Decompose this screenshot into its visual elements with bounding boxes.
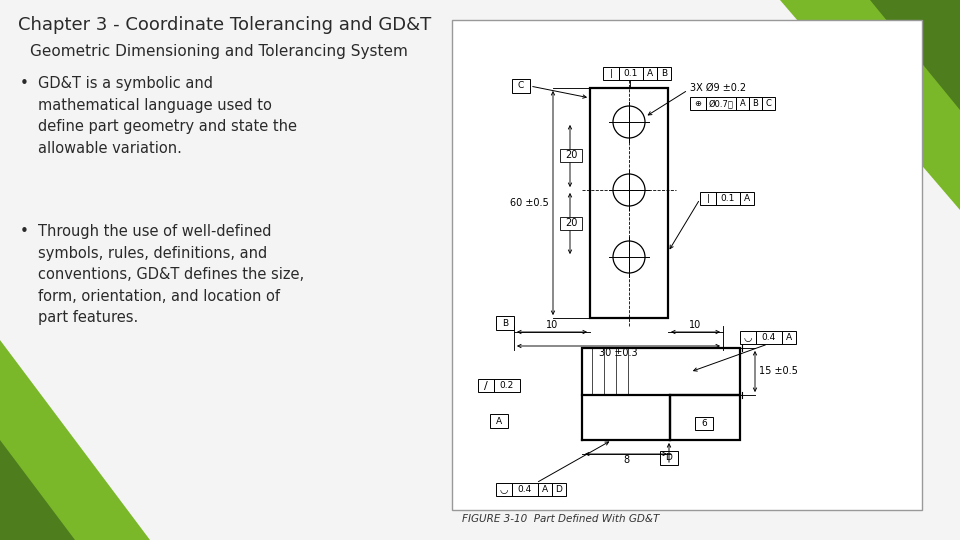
Bar — [660, 451, 678, 465]
Text: 20: 20 — [564, 218, 577, 228]
Text: 0.1: 0.1 — [624, 69, 638, 78]
Bar — [643, 67, 657, 80]
Bar — [740, 331, 756, 344]
Polygon shape — [870, 0, 960, 110]
Text: 0.2: 0.2 — [500, 381, 515, 390]
Text: A: A — [647, 69, 653, 78]
Text: Chapter 3 - Coordinate Tolerancing and GD&T: Chapter 3 - Coordinate Tolerancing and G… — [18, 16, 431, 34]
Text: A: A — [786, 333, 792, 342]
Bar — [782, 331, 796, 344]
Bar — [670, 395, 740, 440]
Text: B: B — [753, 99, 758, 108]
Bar — [552, 483, 566, 496]
Text: ◡: ◡ — [744, 333, 753, 342]
Text: 60 ±0.5: 60 ±0.5 — [511, 198, 549, 208]
Text: 30 ±0.3: 30 ±0.3 — [599, 348, 637, 358]
Text: FIGURE 3-10  Part Defined With GD&T: FIGURE 3-10 Part Defined With GD&T — [462, 514, 660, 524]
Text: Through the use of well-defined
symbols, rules, definitions, and
conventions, GD: Through the use of well-defined symbols,… — [38, 224, 304, 326]
Text: 6: 6 — [701, 419, 707, 428]
Bar — [496, 316, 514, 330]
Bar — [762, 97, 775, 110]
Bar — [690, 97, 706, 110]
Bar — [740, 192, 754, 205]
Text: A: A — [542, 485, 548, 494]
Bar — [496, 483, 512, 496]
Bar — [490, 414, 508, 428]
Polygon shape — [780, 0, 960, 210]
Text: C: C — [517, 82, 524, 91]
Bar — [603, 67, 619, 80]
Text: 20: 20 — [564, 151, 577, 160]
Text: B: B — [660, 69, 667, 78]
Text: 0.4: 0.4 — [762, 333, 776, 342]
Bar — [494, 379, 520, 392]
Text: Ø0.7Ⓜ: Ø0.7Ⓜ — [708, 99, 733, 108]
Text: D: D — [556, 485, 563, 494]
Bar — [716, 192, 740, 205]
Text: |: | — [610, 69, 612, 78]
Polygon shape — [0, 440, 75, 540]
Bar — [538, 483, 552, 496]
Bar — [590, 88, 668, 318]
Bar — [619, 67, 643, 80]
Text: ◡: ◡ — [500, 484, 508, 495]
Text: •: • — [20, 76, 29, 91]
Bar — [657, 67, 671, 80]
Text: •: • — [20, 224, 29, 239]
Text: |: | — [707, 194, 709, 203]
Bar — [582, 348, 740, 395]
Text: ⊕: ⊕ — [694, 99, 702, 108]
Bar — [512, 483, 538, 496]
Bar — [700, 192, 716, 205]
Bar — [560, 149, 582, 162]
Bar — [749, 97, 762, 110]
Polygon shape — [0, 340, 150, 540]
Bar — [695, 417, 713, 430]
Text: 10: 10 — [546, 320, 558, 330]
Text: 15 ±0.5: 15 ±0.5 — [759, 367, 798, 376]
Bar — [756, 331, 782, 344]
Text: Geometric Dimensioning and Tolerancing System: Geometric Dimensioning and Tolerancing S… — [30, 44, 408, 59]
Bar — [706, 97, 736, 110]
Text: A: A — [739, 99, 745, 108]
Bar — [736, 97, 749, 110]
Text: GD&T is a symbolic and
mathematical language used to
define part geometry and st: GD&T is a symbolic and mathematical lang… — [38, 76, 297, 156]
Text: /: / — [484, 381, 488, 390]
Bar — [512, 79, 530, 93]
Text: 0.4: 0.4 — [517, 485, 532, 494]
Text: 0.1: 0.1 — [721, 194, 735, 203]
Text: B: B — [502, 319, 508, 327]
Text: A: A — [496, 416, 502, 426]
Text: 3X Ø9 ±0.2: 3X Ø9 ±0.2 — [690, 83, 746, 93]
Bar — [560, 217, 582, 230]
Text: A: A — [744, 194, 750, 203]
Bar — [478, 379, 494, 392]
Text: C: C — [765, 99, 772, 108]
Text: 8: 8 — [623, 455, 629, 465]
Text: 10: 10 — [689, 320, 702, 330]
Bar — [452, 20, 922, 510]
Text: D: D — [665, 454, 672, 462]
